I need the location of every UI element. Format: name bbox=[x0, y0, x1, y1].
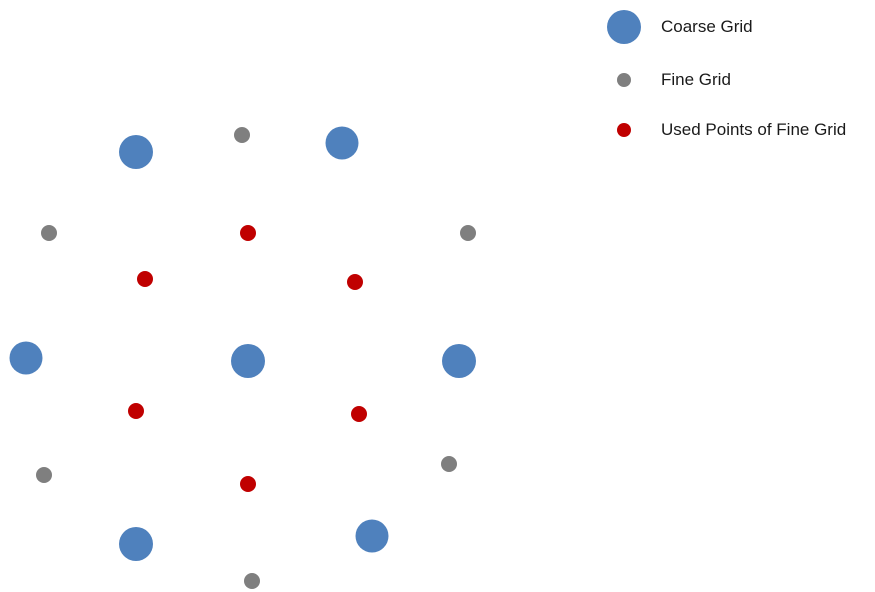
used-fine-grid-point bbox=[351, 406, 367, 422]
fine-grid-point bbox=[441, 456, 457, 472]
coarse-grid-points bbox=[9, 126, 476, 561]
legend-item-used-points: Used Points of Fine Grid bbox=[603, 113, 875, 147]
coarse-grid-point bbox=[119, 135, 153, 169]
coarse-grid-point bbox=[442, 344, 476, 378]
fine-grid-swatch bbox=[617, 73, 631, 87]
used-fine-grid-point bbox=[128, 403, 144, 419]
used-fine-grid-point bbox=[240, 476, 256, 492]
used-fine-grid-point bbox=[347, 274, 363, 290]
used-fine-grid-point bbox=[240, 225, 256, 241]
fine-grid-points bbox=[36, 127, 476, 589]
used-fine-grid-point bbox=[137, 271, 153, 287]
used-points-swatch bbox=[617, 123, 631, 137]
fine-grid-point bbox=[36, 467, 52, 483]
coarse-grid-swatch bbox=[607, 10, 641, 44]
legend-item-coarse-grid: Coarse Grid bbox=[603, 10, 875, 44]
coarse-grid-point bbox=[355, 519, 389, 553]
coarse-grid-point bbox=[119, 527, 153, 561]
coarse-grid-point bbox=[325, 126, 359, 160]
fine-grid-point bbox=[244, 573, 260, 589]
fine-grid-point bbox=[41, 225, 57, 241]
legend-item-fine-grid: Fine Grid bbox=[603, 63, 875, 97]
fine-grid-point bbox=[234, 127, 250, 143]
fine-grid-point bbox=[460, 225, 476, 241]
legend-label-coarse-grid: Coarse Grid bbox=[661, 17, 753, 36]
coarse-grid-point bbox=[231, 344, 265, 378]
legend-label-fine-grid: Fine Grid bbox=[661, 70, 731, 89]
legend-label-used-points: Used Points of Fine Grid bbox=[661, 120, 847, 139]
coarse-grid-point bbox=[9, 341, 43, 375]
used-fine-grid-points bbox=[128, 225, 367, 492]
